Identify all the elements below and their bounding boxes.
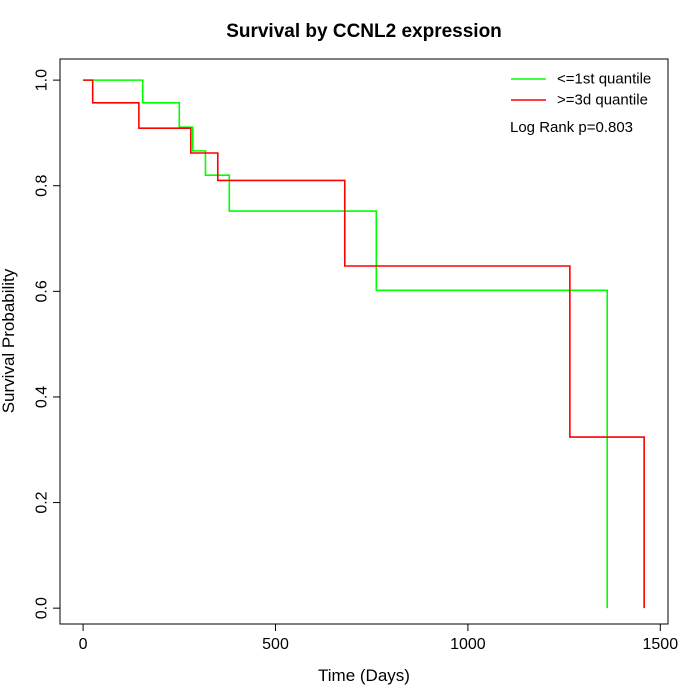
y-tick-label: 0.0 xyxy=(34,597,51,619)
x-tick-label: 1500 xyxy=(643,636,679,653)
x-axis-label: Time (Days) xyxy=(318,666,410,685)
y-tick-label: 0.6 xyxy=(34,280,51,302)
series-layer xyxy=(83,79,645,609)
x-tick-label: 500 xyxy=(262,636,289,653)
legend-label: <=1st quantile xyxy=(557,71,651,88)
chart-title: Survival by CCNL2 expression xyxy=(226,21,502,42)
y-tick-label: 0.8 xyxy=(34,175,51,197)
y-tick-label: 1.0 xyxy=(34,69,51,91)
survival-curve-low-quantile xyxy=(83,79,608,609)
survival-curve-high-quantile xyxy=(83,79,645,609)
x-tick-label: 1000 xyxy=(450,636,486,653)
legend: <=1st quantile >=3d quantile xyxy=(511,71,651,109)
legend-label: >=3d quantile xyxy=(557,92,648,109)
y-tick-label: 0.2 xyxy=(34,491,51,513)
x-axis: 0 500 1000 1500 xyxy=(79,623,679,653)
y-tick-label: 0.4 xyxy=(34,386,51,408)
y-axis: 0.0 0.2 0.4 0.6 0.8 1.0 xyxy=(34,69,61,619)
plot-frame xyxy=(59,58,669,625)
log-rank-annotation: Log Rank p=0.803 xyxy=(510,119,633,136)
x-tick-label: 0 xyxy=(79,636,88,653)
y-axis-label: Survival Probability xyxy=(0,268,18,413)
